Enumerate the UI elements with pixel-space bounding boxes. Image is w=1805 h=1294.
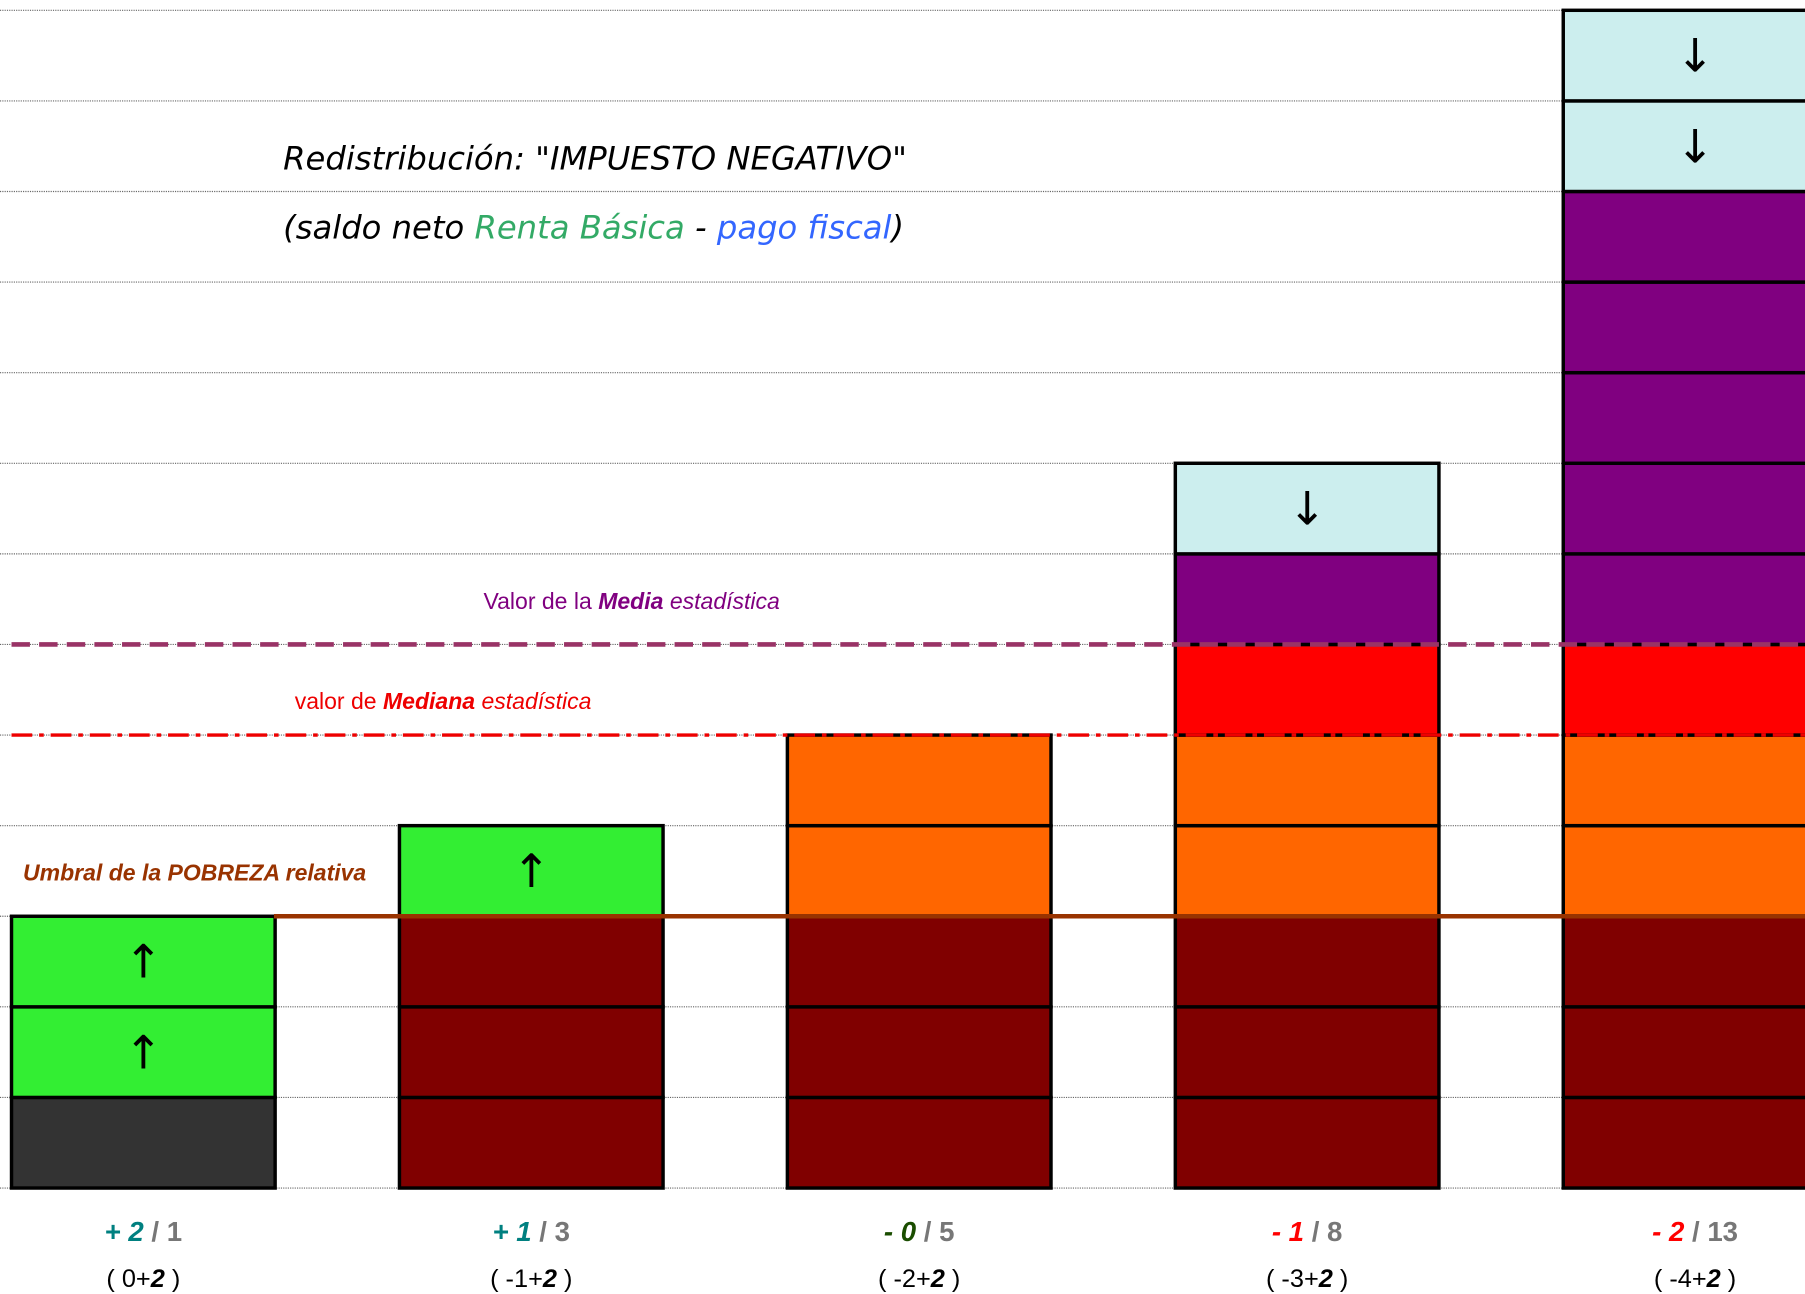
block	[1561, 461, 1805, 556]
formula-bold: 2	[1706, 1265, 1721, 1293]
block-arrow: ↑	[512, 844, 551, 898]
block	[1561, 280, 1805, 375]
block-arrow: ↑	[124, 1025, 163, 1079]
block	[1561, 733, 1805, 828]
median-bold: Mediana	[383, 688, 475, 714]
formula-bold: 2	[1318, 1265, 1333, 1293]
block	[397, 823, 665, 918]
formula-pre: ( -2+	[878, 1265, 931, 1293]
block	[9, 1095, 277, 1190]
mean-bold: Media	[598, 588, 663, 614]
block	[1561, 1095, 1805, 1190]
formula-post: )	[1721, 1265, 1736, 1293]
column-total: / 8	[1304, 1216, 1342, 1247]
poverty-label: Umbral de la POBREZA relativa	[23, 860, 366, 886]
formula-bold: 2	[542, 1265, 557, 1293]
formula-post: )	[1333, 1265, 1348, 1293]
blocks: ↑ ↑ ↑ ↓ ↓ ↓	[9, 8, 1805, 1190]
block	[1173, 914, 1441, 1009]
block	[785, 914, 1053, 1009]
mean-post: estadística	[663, 588, 780, 614]
median-pre: valor de	[295, 688, 383, 714]
column-label: - 0 / 5	[884, 1216, 955, 1247]
block-arrow: ↑	[124, 935, 163, 989]
subtitle-part: )	[889, 208, 904, 246]
block	[785, 1005, 1053, 1100]
block	[1561, 189, 1805, 284]
column-net: - 1	[1272, 1216, 1304, 1247]
subtitle-income: Renta Básica	[474, 208, 684, 246]
block	[1561, 552, 1805, 647]
subtitle-part: -	[685, 208, 717, 246]
block	[1173, 1095, 1441, 1190]
column-total: / 3	[532, 1216, 570, 1247]
column-formula: ( -1+2 )	[490, 1265, 572, 1293]
block	[1561, 8, 1805, 103]
subtitle: (saldo neto Renta Básica - pago fiscal)	[283, 208, 904, 246]
block	[397, 914, 665, 1009]
column-net: + 1	[492, 1216, 531, 1247]
subtitle-part: (saldo neto	[283, 208, 474, 246]
formula-pre: ( -1+	[490, 1265, 543, 1293]
block	[1561, 914, 1805, 1009]
block	[397, 1005, 665, 1100]
block	[1173, 552, 1441, 647]
block-arrow: ↓	[1288, 482, 1327, 536]
formula-post: )	[945, 1265, 960, 1293]
median-post: estadística	[475, 688, 592, 714]
column-net: - 2	[1652, 1216, 1685, 1247]
block	[1173, 1005, 1441, 1100]
block	[1561, 370, 1805, 466]
formula-post: )	[557, 1265, 572, 1293]
block	[785, 1095, 1053, 1190]
block	[9, 914, 277, 1009]
block	[1561, 642, 1805, 737]
formula-pre: ( -4+	[1654, 1265, 1707, 1293]
block	[1173, 823, 1441, 918]
column-total: / 1	[144, 1216, 182, 1247]
column-total: / 13	[1684, 1216, 1738, 1247]
subtitle-tax: pago fiscal	[716, 208, 892, 246]
column-label: - 2 / 13	[1652, 1216, 1738, 1247]
block	[1561, 823, 1805, 918]
column-total: / 5	[916, 1216, 954, 1247]
column-label: - 1 / 8	[1272, 1216, 1343, 1247]
column-formula: ( 0+2 )	[106, 1265, 180, 1293]
column-formula: ( -4+2 )	[1654, 1265, 1736, 1293]
column-net: + 2	[105, 1216, 145, 1247]
block	[1173, 733, 1441, 828]
title: Redistribución: "IMPUESTO NEGATIVO"	[283, 139, 907, 177]
column-label: + 2 / 1	[105, 1216, 183, 1247]
block-arrow: ↓	[1676, 29, 1715, 83]
block-arrow: ↓	[1676, 119, 1715, 173]
median-label: valor de Mediana estadística	[295, 688, 592, 714]
block	[9, 1005, 277, 1100]
block	[1173, 642, 1441, 737]
column-formula: ( -3+2 )	[1266, 1265, 1348, 1293]
column-formula: ( -2+2 )	[878, 1265, 960, 1293]
mean-label: Valor de la Media estadística	[483, 588, 780, 614]
column-label: + 1 / 3	[492, 1216, 570, 1247]
block	[785, 733, 1053, 828]
block	[785, 823, 1053, 918]
formula-pre: ( 0+	[106, 1265, 150, 1293]
formula-bold: 2	[150, 1265, 165, 1293]
formula-post: )	[165, 1265, 180, 1293]
formula-bold: 2	[930, 1265, 945, 1293]
formula-pre: ( -3+	[1266, 1265, 1319, 1293]
column-net: - 0	[884, 1216, 917, 1247]
block	[1173, 461, 1441, 556]
block	[397, 1095, 665, 1190]
mean-pre: Valor de la	[483, 588, 598, 614]
block	[1561, 1005, 1805, 1100]
